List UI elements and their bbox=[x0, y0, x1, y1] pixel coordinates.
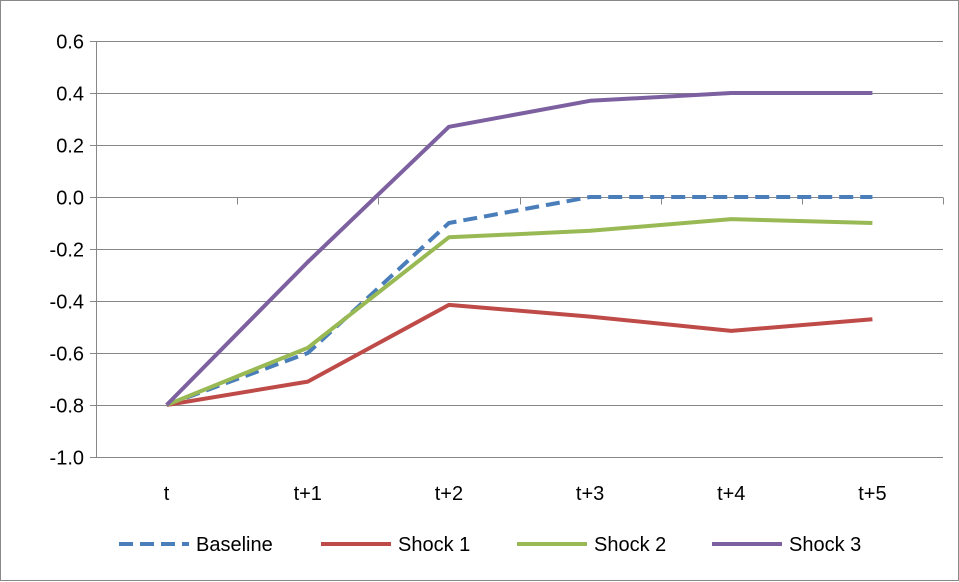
x-tick-label: t bbox=[164, 483, 170, 505]
legend-label: Shock 2 bbox=[594, 534, 666, 556]
y-tick-label: -0.4 bbox=[50, 292, 84, 314]
y-tick-label: -0.8 bbox=[50, 396, 84, 418]
y-tick-label: -1.0 bbox=[50, 448, 84, 470]
series-line-shock-3 bbox=[165, 91, 873, 407]
y-tick-label: 0.6 bbox=[56, 32, 84, 54]
x-tick-label: t+4 bbox=[717, 483, 745, 505]
x-tick-label: t+5 bbox=[858, 483, 886, 505]
legend-label: Shock 3 bbox=[789, 534, 861, 556]
y-tick-label: 0.2 bbox=[56, 136, 84, 158]
series-line-shock-2 bbox=[165, 217, 873, 407]
y-tick-label: 0.0 bbox=[56, 188, 84, 210]
legend-label: Baseline bbox=[196, 534, 273, 556]
y-tick-label: -0.6 bbox=[50, 344, 84, 366]
y-tick-label: 0.4 bbox=[56, 84, 84, 106]
x-tick-label: t+1 bbox=[294, 483, 322, 505]
x-tick-label: t+2 bbox=[435, 483, 463, 505]
legend-label: Shock 1 bbox=[398, 534, 470, 556]
series-line-shock-1 bbox=[166, 302, 873, 407]
y-tick-label: -0.2 bbox=[50, 240, 84, 262]
series-lines bbox=[165, 91, 873, 407]
x-tick-label: t+3 bbox=[576, 483, 604, 505]
axes: -1.0 -0.8 -0.6 -0.4 -0.2 0.0 0.2 0.4 0.6 t t+1 t+2 t… bbox=[50, 32, 944, 505]
legend: Baseline Shock 1 Shock 2 Shock 3 bbox=[119, 534, 861, 556]
